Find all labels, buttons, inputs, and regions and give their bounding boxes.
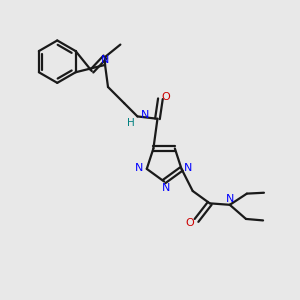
Text: N: N — [184, 163, 192, 173]
Text: N: N — [140, 110, 149, 120]
Text: N: N — [161, 183, 170, 193]
Text: O: O — [161, 92, 170, 102]
Text: O: O — [186, 218, 194, 228]
Text: N: N — [135, 163, 144, 173]
Text: N: N — [226, 194, 235, 204]
Text: H: H — [127, 118, 135, 128]
Text: N: N — [101, 55, 109, 64]
